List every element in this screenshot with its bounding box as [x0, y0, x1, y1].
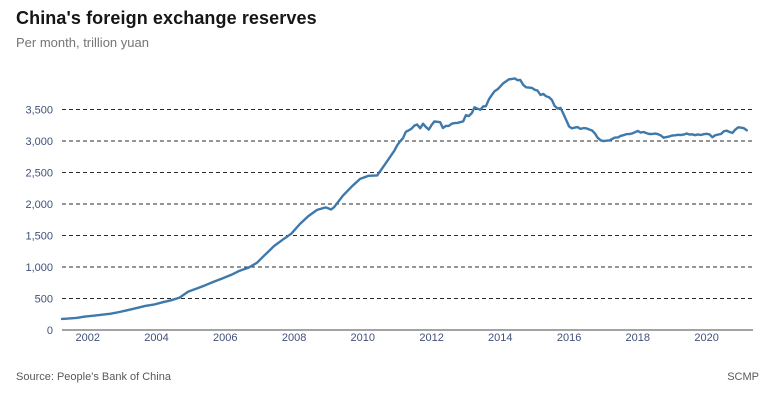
x-axis-tick-label: 2016 [557, 332, 581, 344]
y-axis-tick-label: 3,000 [25, 136, 53, 148]
x-axis-tick-label: 2018 [626, 332, 650, 344]
y-axis-tick-label: 1,500 [25, 231, 53, 243]
y-axis-tick-label: 1,000 [25, 262, 53, 274]
x-axis-tick-label: 2020 [694, 332, 718, 344]
y-axis-tick-label: 0 [47, 325, 53, 337]
reserves-line [60, 77, 748, 321]
x-axis-tick-label: 2008 [282, 332, 306, 344]
y-axis-tick-label: 3,500 [25, 105, 53, 117]
source-credit: Source: People's Bank of China [16, 371, 171, 383]
y-axis-tick-label: 2,500 [25, 168, 53, 180]
x-axis-tick-label: 2014 [488, 332, 512, 344]
y-axis-tick-label: 500 [35, 294, 53, 306]
x-axis-tick-label: 2012 [419, 332, 443, 344]
brand-credit: SCMP [727, 371, 759, 383]
chart-title: China's foreign exchange reserves [16, 8, 317, 28]
chart-subtitle: Per month, trillion yuan [16, 35, 149, 50]
x-axis-tick-label: 2002 [76, 332, 100, 344]
y-axis-tick-label: 2,000 [25, 199, 53, 211]
x-axis-tick-label: 2010 [351, 332, 375, 344]
x-axis-tick-label: 2004 [144, 332, 168, 344]
x-axis-tick-label: 2006 [213, 332, 237, 344]
